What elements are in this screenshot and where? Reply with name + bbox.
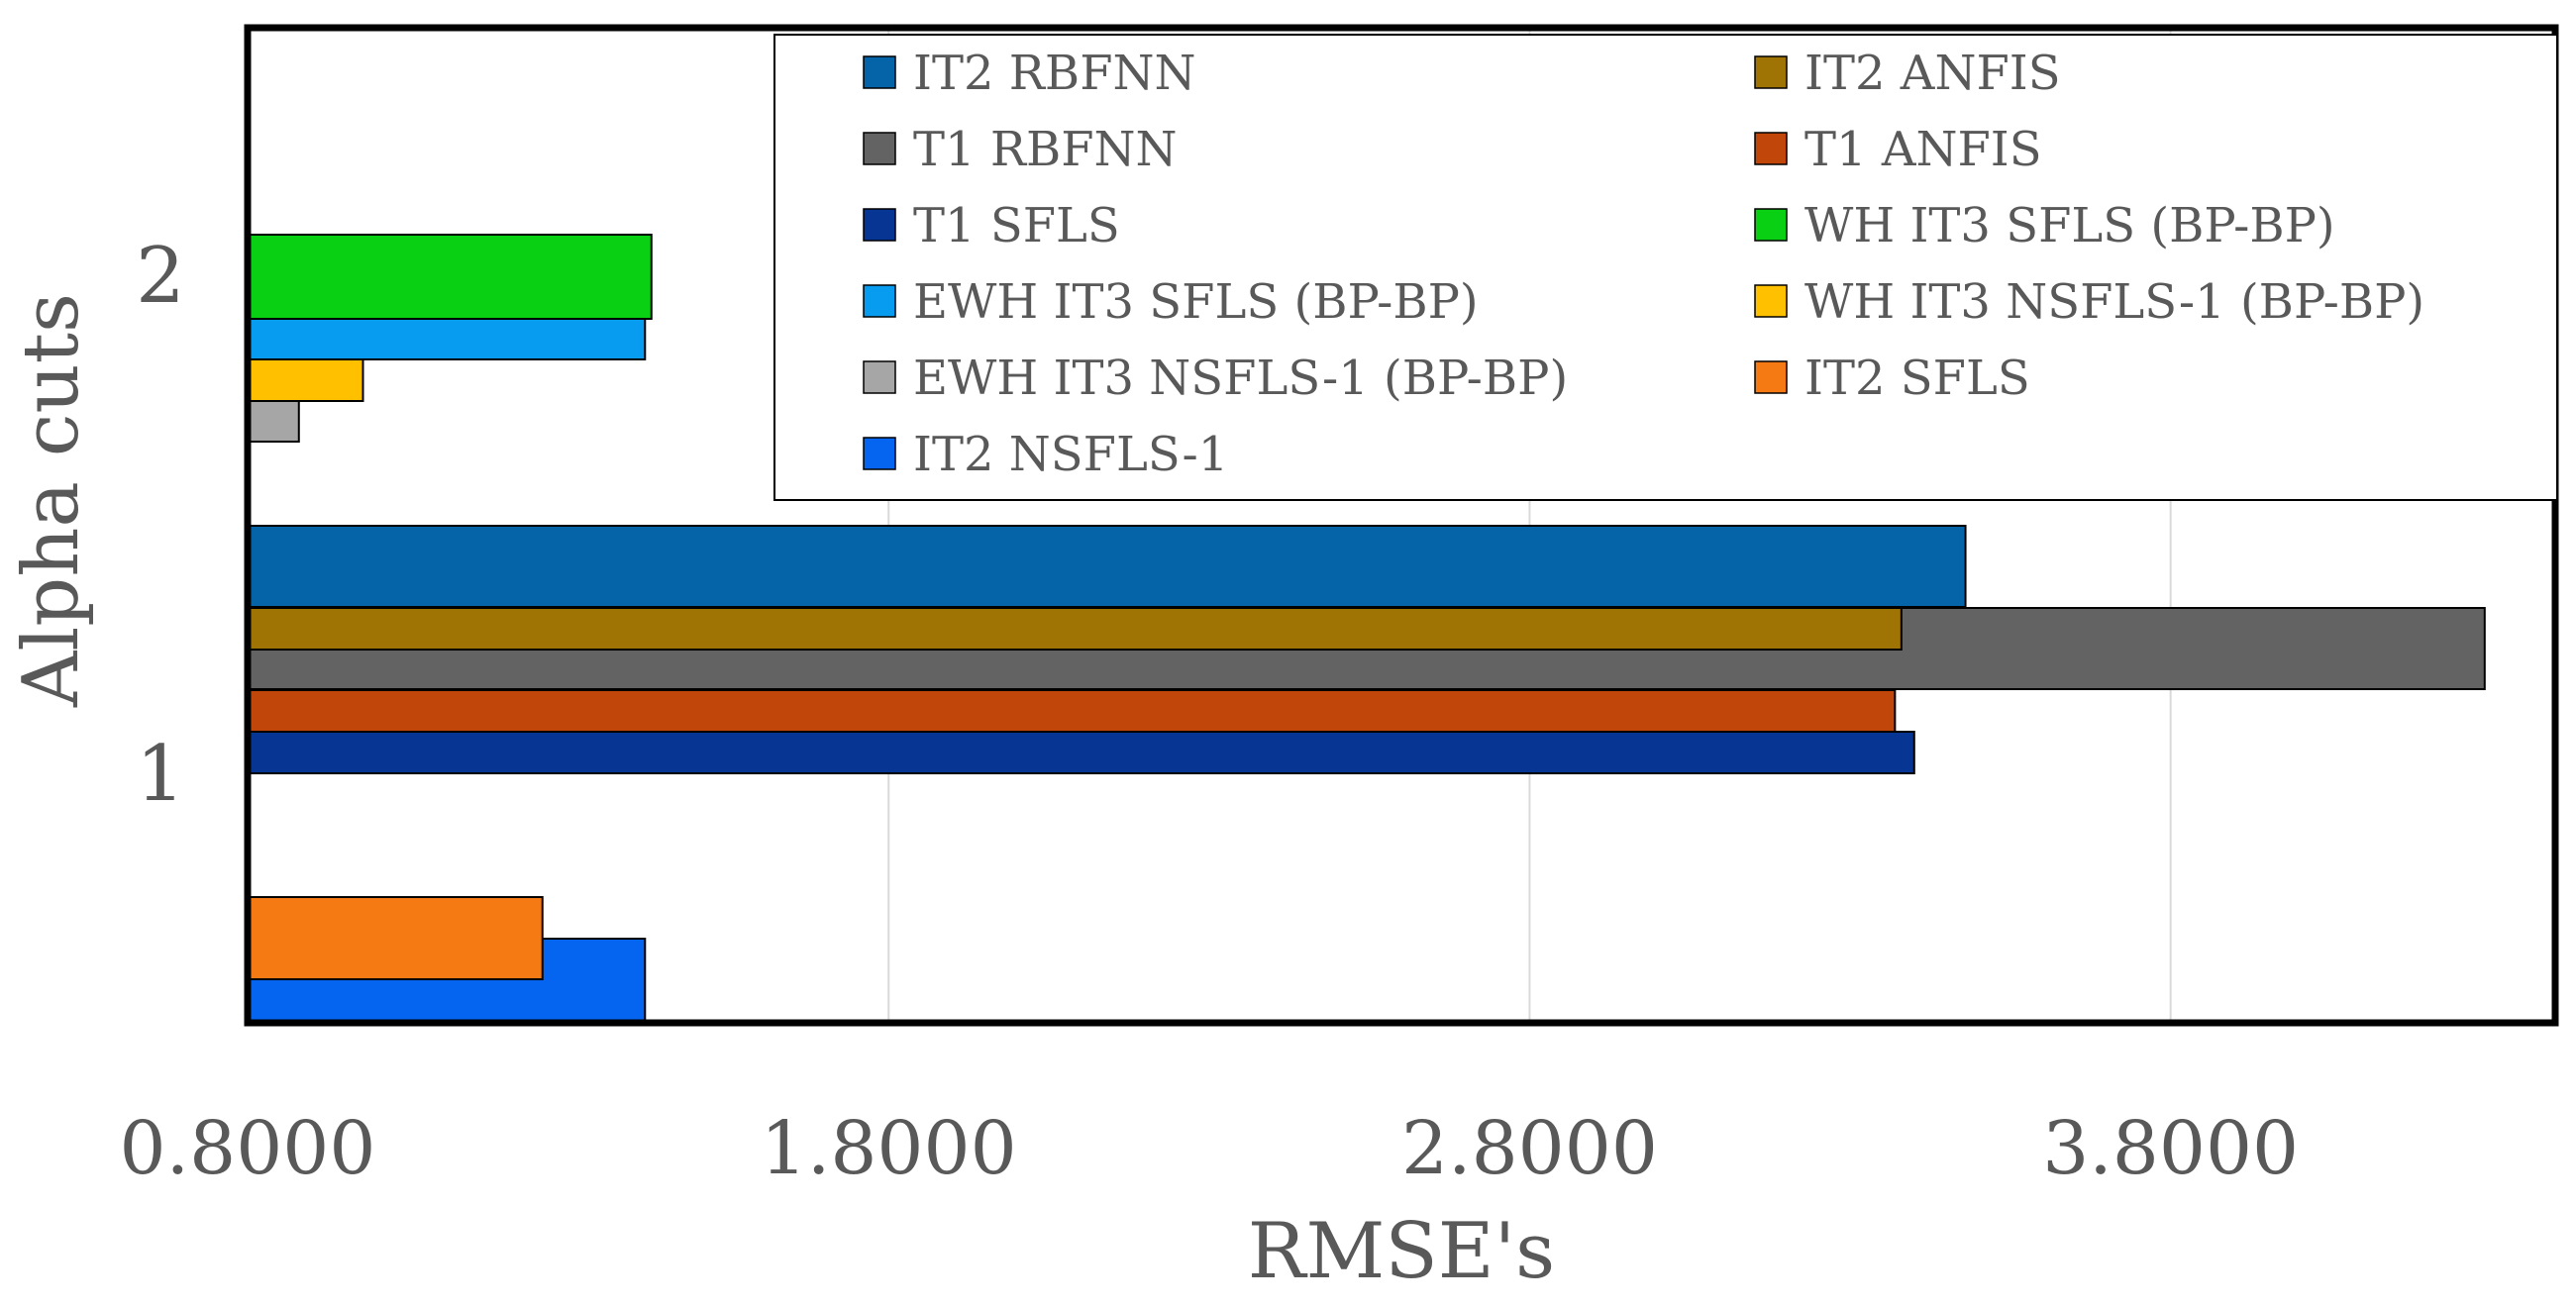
legend-swatch-t1-anfis bbox=[1754, 132, 1788, 165]
bar-it2-anfis bbox=[247, 607, 1903, 651]
y-axis-title: Alpha cuts bbox=[7, 293, 96, 708]
bar-it2-sfls bbox=[247, 896, 544, 980]
legend-label-t1-rbfnn: T1 RBFNN bbox=[913, 122, 1178, 177]
bar-t1-anfis bbox=[247, 689, 1897, 733]
category-label-1: 1 bbox=[136, 730, 185, 819]
legend-swatch-t1-sfls bbox=[863, 208, 896, 242]
legend-swatch-it2-sfls bbox=[1754, 360, 1788, 394]
x-tick-label: 1.8000 bbox=[761, 1106, 1017, 1191]
x-tick-label: 0.8000 bbox=[120, 1106, 376, 1191]
legend-label-it2-sfls: IT2 SFLS bbox=[1804, 351, 2030, 406]
bar-wh-it3-nsfls-1-bp-bp bbox=[247, 358, 364, 402]
legend-label-wh-it3-nsfls-1-bp-bp: WH IT3 NSFLS-1 (BP-BP) bbox=[1804, 274, 2424, 330]
category-label-2: 2 bbox=[136, 232, 185, 321]
legend: IT2 RBFNN IT2 ANFIS T1 RBFNN T1 ANFIS T1 SFL… bbox=[773, 34, 2558, 501]
legend-swatch-ewh-it3-sfls-bp-bp bbox=[863, 284, 896, 318]
legend-swatch-t1-rbfnn bbox=[863, 132, 896, 165]
legend-label-t1-anfis: T1 ANFIS bbox=[1804, 122, 2042, 177]
plot-area-border bbox=[244, 24, 2559, 1027]
legend-swatch-wh-it3-nsfls-1-bp-bp bbox=[1754, 284, 1788, 318]
bar-wh-it3-sfls-bp-bp bbox=[247, 234, 653, 320]
legend-label-ewh-it3-nsfls-1-bp-bp: EWH IT3 NSFLS-1 (BP-BP) bbox=[913, 351, 1568, 406]
x-tick-label: 2.8000 bbox=[1401, 1106, 1658, 1191]
legend-label-it2-nsfls-1: IT2 NSFLS-1 bbox=[913, 427, 1228, 482]
bar-t1-sfls bbox=[247, 731, 1915, 774]
bars bbox=[247, 234, 2486, 1024]
category-labels: 12 bbox=[136, 232, 185, 819]
legend-swatch-it2-rbfnn bbox=[863, 55, 896, 89]
legend-label-it2-rbfnn: IT2 RBFNN bbox=[913, 46, 1196, 101]
legend-swatch-wh-it3-sfls-bp-bp bbox=[1754, 208, 1788, 242]
legend-label-t1-sfls: T1 SFLS bbox=[913, 198, 1120, 253]
bar-ewh-it3-nsfls-1-bp-bp bbox=[247, 400, 300, 443]
legend-swatch-ewh-it3-nsfls-1-bp-bp bbox=[863, 360, 896, 394]
bar-ewh-it3-sfls-bp-bp bbox=[247, 318, 647, 360]
x-tick-label: 3.8000 bbox=[2042, 1106, 2299, 1191]
legend-swatch-it2-anfis bbox=[1754, 55, 1788, 89]
bar-it2-rbfnn bbox=[247, 525, 1967, 608]
x-axis-title: RMSE's bbox=[1248, 1207, 1555, 1296]
legend-label-wh-it3-sfls-bp-bp: WH IT3 SFLS (BP-BP) bbox=[1804, 198, 2335, 253]
x-tick-labels: 0.8000 1.8000 2.8000 3.8000 bbox=[120, 1106, 2300, 1191]
legend-box bbox=[773, 34, 2558, 501]
legend-label-ewh-it3-sfls-bp-bp: EWH IT3 SFLS (BP-BP) bbox=[913, 274, 1479, 330]
legend-swatch-it2-nsfls-1 bbox=[863, 437, 896, 470]
legend-label-it2-anfis: IT2 ANFIS bbox=[1804, 46, 2061, 101]
